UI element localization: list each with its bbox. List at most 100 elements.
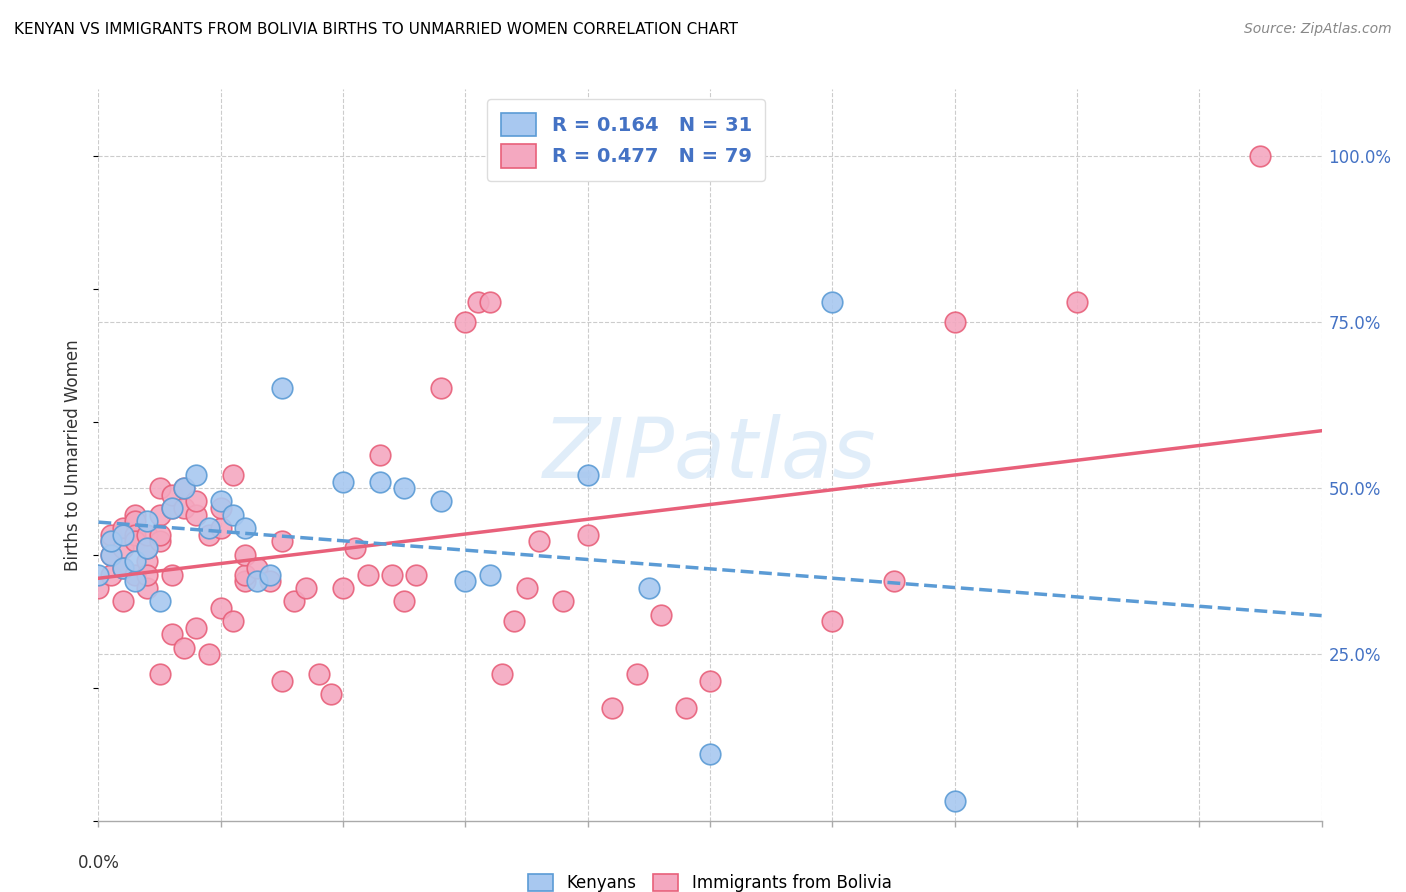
Point [186, 467, 208, 482]
Point [675, 700, 697, 714]
Point [173, 481, 195, 495]
Point [319, 687, 342, 701]
Point [149, 481, 172, 495]
Point [136, 554, 159, 568]
Point [100, 527, 122, 541]
Point [392, 481, 416, 495]
Point [233, 567, 256, 582]
Point [392, 594, 416, 608]
Legend: Kenyans, Immigrants from Bolivia: Kenyans, Immigrants from Bolivia [520, 865, 900, 892]
Point [209, 521, 232, 535]
Point [186, 494, 208, 508]
Text: ZIPatlas: ZIPatlas [543, 415, 877, 495]
Point [332, 581, 354, 595]
Point [100, 567, 122, 582]
Point [111, 561, 134, 575]
Point [124, 574, 146, 589]
Point [259, 574, 281, 589]
Point [111, 561, 134, 575]
Point [173, 501, 195, 516]
Point [111, 521, 134, 535]
Point [491, 667, 513, 681]
Point [111, 541, 134, 555]
Point [699, 747, 721, 761]
Point [576, 467, 599, 482]
Point [124, 515, 146, 529]
Point [246, 574, 269, 589]
Point [111, 527, 134, 541]
Point [576, 527, 599, 541]
Point [136, 515, 159, 529]
Point [283, 594, 305, 608]
Point [344, 541, 367, 555]
Point [368, 475, 391, 489]
Point [527, 534, 550, 549]
Point [943, 794, 966, 808]
Point [233, 548, 256, 562]
Text: Source: ZipAtlas.com: Source: ZipAtlas.com [1244, 22, 1392, 37]
Point [454, 315, 477, 329]
Point [478, 295, 501, 310]
Point [124, 567, 146, 582]
Point [222, 508, 245, 522]
Point [124, 527, 146, 541]
Point [332, 475, 354, 489]
Point [1249, 149, 1271, 163]
Point [197, 648, 219, 662]
Point [270, 673, 292, 688]
Point [186, 621, 208, 635]
Point [209, 501, 232, 516]
Point [270, 534, 292, 549]
Point [430, 381, 453, 395]
Point [100, 548, 122, 562]
Point [87, 567, 110, 582]
Point [233, 521, 256, 535]
Point [454, 574, 477, 589]
Point [100, 548, 122, 562]
Point [295, 581, 318, 595]
Point [259, 567, 281, 582]
Point [553, 594, 575, 608]
Text: KENYAN VS IMMIGRANTS FROM BOLIVIA BIRTHS TO UNMARRIED WOMEN CORRELATION CHART: KENYAN VS IMMIGRANTS FROM BOLIVIA BIRTHS… [14, 22, 738, 37]
Point [821, 295, 844, 310]
Point [270, 381, 292, 395]
Point [381, 567, 404, 582]
Point [699, 673, 721, 688]
Point [149, 534, 172, 549]
Point [246, 561, 269, 575]
Point [308, 667, 330, 681]
Point [368, 448, 391, 462]
Point [637, 581, 661, 595]
Point [356, 567, 378, 582]
Point [821, 614, 844, 628]
Point [160, 501, 183, 516]
Point [467, 295, 489, 310]
Point [173, 640, 195, 655]
Point [160, 488, 183, 502]
Point [149, 594, 172, 608]
Point [124, 534, 146, 549]
Point [149, 667, 172, 681]
Point [197, 521, 219, 535]
Point [173, 481, 195, 495]
Point [209, 600, 232, 615]
Point [883, 574, 905, 589]
Point [149, 508, 172, 522]
Text: 0.0%: 0.0% [77, 854, 120, 871]
Point [405, 567, 427, 582]
Point [478, 567, 501, 582]
Point [124, 554, 146, 568]
Y-axis label: Births to Unmarried Women: Births to Unmarried Women [65, 339, 83, 571]
Point [222, 467, 245, 482]
Point [600, 700, 623, 714]
Point [943, 315, 966, 329]
Point [430, 494, 453, 508]
Point [160, 567, 183, 582]
Point [136, 581, 159, 595]
Point [111, 594, 134, 608]
Point [626, 667, 648, 681]
Point [136, 541, 159, 555]
Point [650, 607, 672, 622]
Point [124, 508, 146, 522]
Point [149, 527, 172, 541]
